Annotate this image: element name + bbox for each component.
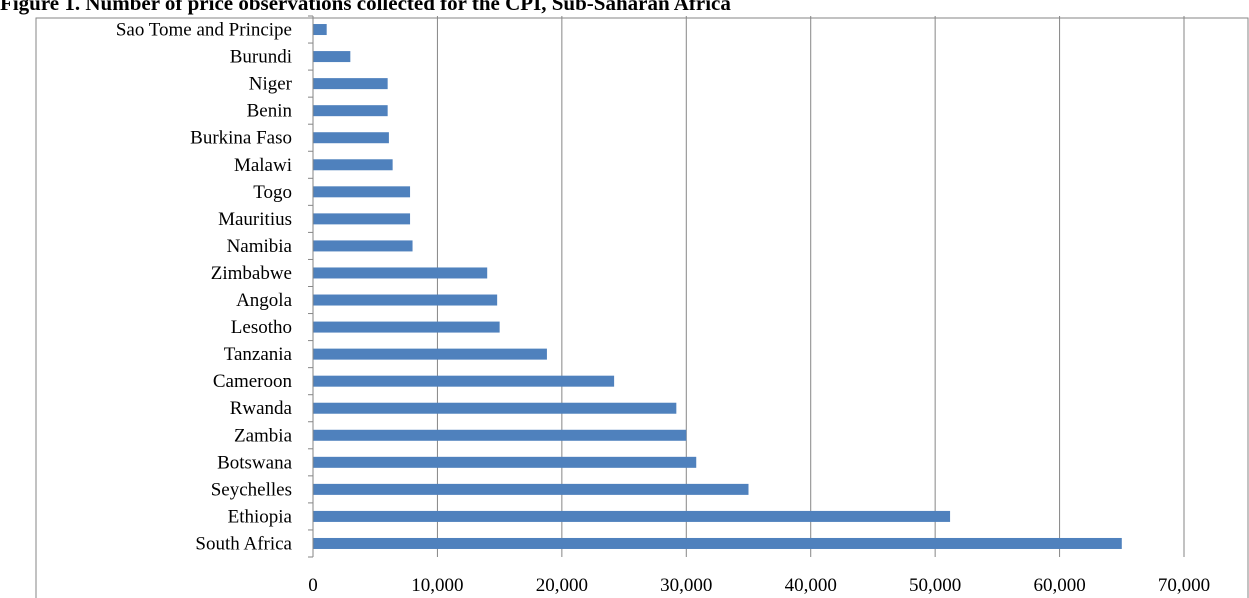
category-label: Zambia [234,425,293,446]
category-label: Namibia [227,236,293,257]
bar [313,483,749,495]
bar [313,510,951,522]
category-labels: South Africa Ethiopia Seychelles Botswana Za… [116,20,293,555]
bar [313,348,547,360]
bar [313,213,411,225]
category-label: South Africa [195,533,292,554]
category-label: Angola [236,290,293,311]
category-label: Togo [253,182,292,203]
bar [313,51,351,63]
category-label: Ethiopia [228,506,293,527]
category-label: Rwanda [230,398,293,419]
plot-frame [35,17,1249,598]
bar [313,186,411,198]
bar [313,537,1122,549]
bar [313,132,389,144]
category-label: Cameroon [213,371,293,392]
bar [313,402,677,414]
category-label: Benin [247,101,293,122]
bar [313,240,413,252]
category-label: Mauritius [218,209,292,230]
x-tick-label: 0 [308,575,318,596]
chart-title: Figure 1. Number of price observations c… [0,0,731,15]
bars [313,24,1122,549]
category-label: Lesotho [231,317,292,338]
bar [313,267,488,279]
x-tick-label: 40,000 [785,575,837,596]
x-tick-labels: 0 10,000 20,000 30,000 40,000 50,000 60,000 70,… [308,575,1210,596]
bar [313,78,388,90]
bar [313,429,687,441]
bar [313,321,500,333]
x-tick-label: 60,000 [1033,575,1085,596]
bar [313,375,615,387]
bar [313,159,393,171]
category-label: Zimbabwe [211,263,292,284]
category-label: Burkina Faso [190,128,292,149]
bar [313,24,327,36]
x-tick-label: 20,000 [536,575,588,596]
x-tick-label: 70,000 [1158,575,1210,596]
gridlines [436,16,1185,557]
bar [313,456,697,468]
category-label: Burundi [230,47,292,68]
x-tick-label: 10,000 [411,575,463,596]
category-label: Seychelles [211,479,292,500]
bar [313,105,388,117]
x-tick-label: 30,000 [660,575,712,596]
category-label: Niger [249,74,293,95]
category-label: Tanzania [224,344,293,365]
x-tick-label: 50,000 [909,575,961,596]
category-label: Sao Tome and Principe [116,20,292,41]
y-axis [308,15,314,558]
category-label: Malawi [234,155,292,176]
category-label: Botswana [217,452,293,473]
bar [313,294,498,306]
